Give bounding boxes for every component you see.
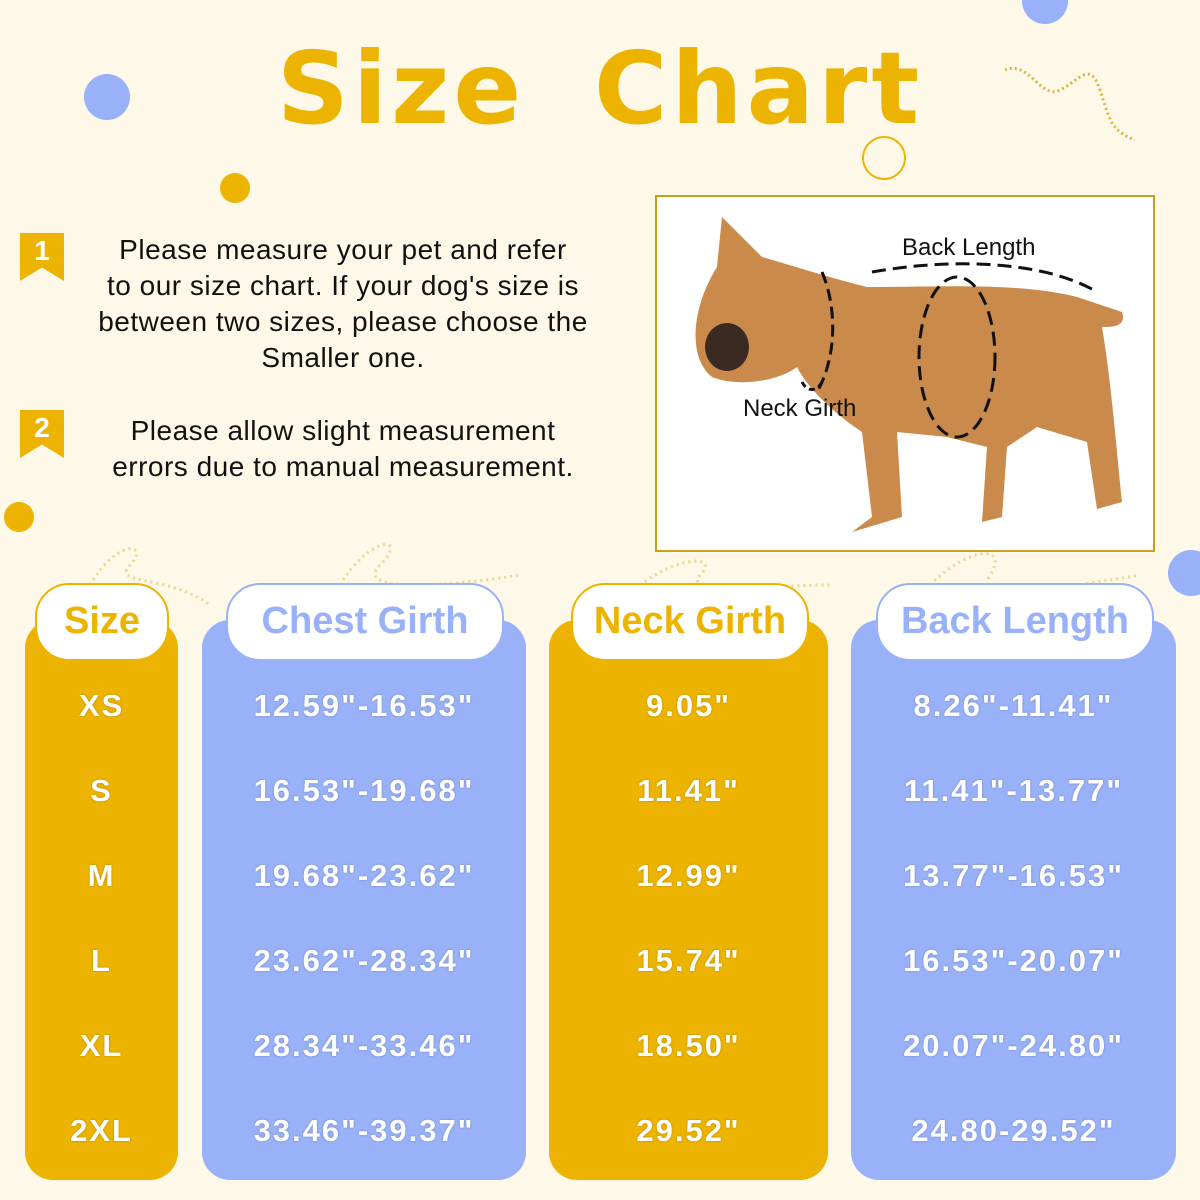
neck-girth-column: [549, 620, 828, 1180]
neck-girth-label: Neck Girth: [743, 395, 857, 422]
cell-chest-girth: 28.34"-33.46": [253, 1028, 475, 1063]
cell-neck-girth: 12.99": [636, 858, 741, 893]
cell-back-length: 13.77"-16.53": [903, 858, 1124, 893]
measurement-diagram: Back Length Neck Girth: [655, 195, 1155, 552]
cell-back-length: 20.07"-24.80": [903, 1028, 1124, 1063]
header-size: Size: [35, 583, 169, 661]
note-line: errors due to manual measurement.: [112, 451, 574, 482]
cell-chest-girth: 19.68"-23.62": [253, 858, 475, 893]
decor-dot: [4, 502, 34, 532]
chest-girth-column: [202, 620, 526, 1180]
cell-back-length: 8.26"-11.41": [913, 688, 1114, 723]
decor-dotted-line: [88, 543, 1141, 607]
cell-neck-girth: 18.50": [636, 1028, 741, 1063]
decor-squiggle: [1004, 66, 1136, 142]
cell-size: L: [91, 943, 112, 978]
cell-neck-girth: 29.52": [636, 1113, 741, 1148]
cell-size: 2XL: [70, 1113, 133, 1148]
decor-dot: [220, 173, 250, 203]
cell-neck-girth: 9.05": [645, 688, 732, 723]
note-line: to our size chart. If your dog's size is: [107, 270, 579, 301]
cell-chest-girth: 12.59"-16.53": [253, 688, 475, 723]
decor-dot: [84, 74, 130, 120]
note-line: Smaller one.: [261, 342, 425, 373]
decor-dot: [1168, 550, 1200, 596]
decor-dot: [1022, 0, 1068, 24]
note-line: Please allow slight measurement: [130, 415, 556, 446]
cell-size: XL: [79, 1028, 124, 1063]
cell-size: S: [90, 773, 113, 808]
header-back-length: Back Length: [876, 583, 1154, 661]
cell-back-length: 11.41"-13.77": [903, 773, 1124, 808]
cell-chest-girth: 23.62"-28.34": [253, 943, 475, 978]
cell-size: M: [87, 858, 116, 893]
cell-chest-girth: 33.46"-39.37": [253, 1113, 475, 1148]
back-length-label: Back Length: [902, 234, 1036, 261]
cell-chest-girth: 16.53"-19.68": [253, 773, 475, 808]
header-neck-girth: Neck Girth: [571, 583, 809, 661]
note-2: Please allow slight measurement errors d…: [40, 413, 646, 485]
cell-back-length: 16.53"-20.07": [903, 943, 1124, 978]
back-length-column: [851, 620, 1176, 1180]
size-column: [25, 620, 178, 1180]
cell-neck-girth: 11.41": [637, 773, 740, 808]
header-chest-girth: Chest Girth: [226, 583, 504, 661]
note-line: Please measure your pet and refer: [119, 234, 567, 265]
dog-illustration: [695, 217, 1123, 532]
cell-back-length: 24.80-29.52": [911, 1113, 1116, 1148]
note-line: between two sizes, please choose the: [98, 306, 588, 337]
page-title: Size Chart: [276, 30, 924, 147]
cell-neck-girth: 15.74": [636, 943, 741, 978]
note-1: Please measure your pet and refer to our…: [40, 232, 646, 376]
decor-circle: [862, 136, 906, 180]
cell-size: XS: [78, 688, 125, 723]
